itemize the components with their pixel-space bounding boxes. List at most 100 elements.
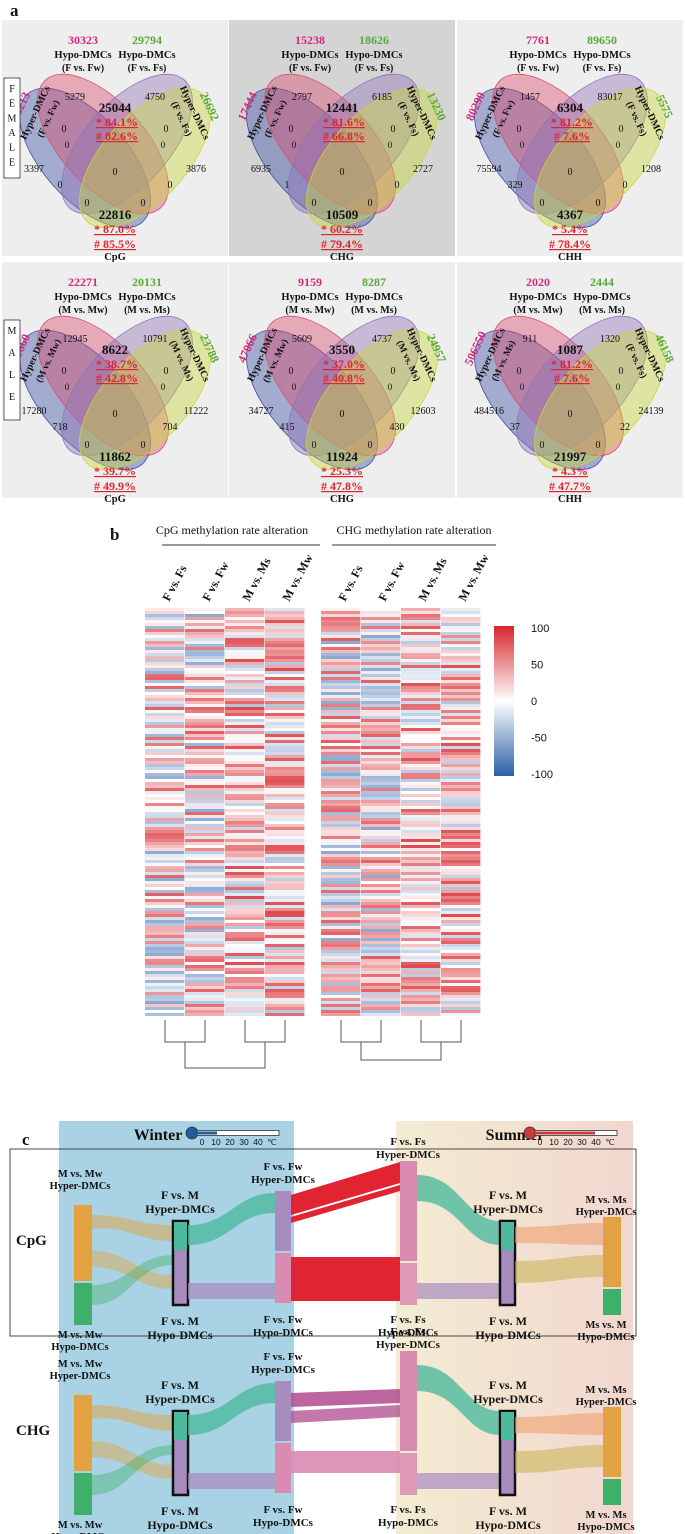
heatmap-cell-row: [401, 737, 441, 740]
hyper-shared-pct1: * 87.0%: [94, 222, 136, 236]
heatmap-cell-row: [321, 983, 361, 986]
heatmap-cell-row: [225, 710, 265, 713]
heatmap-cell-row: [185, 947, 225, 950]
heatmap-cell-row: [441, 665, 481, 668]
heatmap-cell-row: [441, 728, 481, 731]
heatmap-cell-row: [321, 764, 361, 767]
heatmap-cell-row: [185, 854, 225, 857]
heatmap-cell-row: [441, 929, 481, 932]
heatmap-cell-row: [185, 746, 225, 749]
heatmap-cell-row: [361, 767, 401, 770]
heatmap-cell-row: [361, 746, 401, 749]
heatmap-cell-row: [145, 785, 185, 788]
hypo2-ellipse: [516, 73, 648, 215]
heatmap-cell-row: [361, 725, 401, 728]
heatmap-cell-row: [401, 902, 441, 905]
heatmap-cell-row: [225, 908, 265, 911]
heatmap-cell-row: [441, 614, 481, 617]
heatmap-cell-row: [441, 989, 481, 992]
heatmap-cell-row: [145, 860, 185, 863]
hypo2-comparison: (M vs. Ms): [124, 305, 170, 316]
heatmap-cell-row: [145, 686, 185, 689]
heatmap-cell-row: [441, 830, 481, 833]
heatmap-cell-row: [401, 785, 441, 788]
hypo1-total: 2020: [526, 275, 550, 289]
heatmap-cell-row: [225, 704, 265, 707]
heatmap-cell-row: [401, 653, 441, 656]
heatmap-cell-row: [321, 680, 361, 683]
heatmap-cell-row: [145, 656, 185, 659]
heatmap-cell-row: [441, 620, 481, 623]
venn-panel-male-cpg: 22271 20131 Hypo-DMCs Hypo-DMCs (M vs. Mw) (M…: [2, 262, 228, 505]
heatmap-cell-row: [321, 734, 361, 737]
legend-tick: 50: [531, 660, 543, 672]
region-hyper1-only: 34727: [249, 406, 274, 417]
heatmap-cell-row: [401, 635, 441, 638]
heatmap-cell-row: [321, 932, 361, 935]
thermometer-tick: 30: [239, 1137, 249, 1147]
heatmap-column: [265, 608, 305, 1016]
heatmap-cell-row: [401, 887, 441, 890]
heatmap-cell-row: [265, 689, 305, 692]
row-label-letter: E: [9, 392, 15, 403]
hypo-shared-pct1: * 81.2%: [551, 115, 593, 129]
heatmap-cell-row: [441, 968, 481, 971]
heatmap-cell-row: [361, 836, 401, 839]
region-hypo1-hyper2: 0: [168, 180, 173, 191]
hypo1-title: Hypo-DMCs: [54, 50, 111, 61]
heatmap-cell-row: [361, 740, 401, 743]
heatmap-cell-row: [441, 710, 481, 713]
fs-top-label2: Hyper-DMCs: [376, 1339, 440, 1351]
heatmap-cell-row: [441, 788, 481, 791]
heatmap-cell-row: [185, 902, 225, 905]
fs-bottom-label: F vs. Fs: [390, 1314, 426, 1326]
heatmap-cell-row: [185, 683, 225, 686]
flow: [417, 1365, 500, 1435]
fw-top-label2: Hyper-DMCs: [251, 1364, 315, 1376]
heatmap-cell-row: [441, 842, 481, 845]
heatmap-cell-row: [321, 821, 361, 824]
thermometer-tick: 0: [200, 1137, 205, 1147]
heatmap-cell-row: [401, 905, 441, 908]
hypo1-total: 22271: [68, 275, 98, 289]
heatmap-cell-row: [145, 953, 185, 956]
heatmap-cell-row: [265, 617, 305, 620]
heatmap-cell-row: [321, 857, 361, 860]
heatmap-cell-row: [145, 887, 185, 890]
heatmap-cell-row: [361, 854, 401, 857]
heatmap-cell-row: [441, 773, 481, 776]
heatmap-cell-row: [265, 920, 305, 923]
heatmap-cell-row: [185, 944, 225, 947]
heatmap-cell-row: [321, 911, 361, 914]
heatmap-cell-row: [441, 716, 481, 719]
heatmap-cell-row: [225, 737, 265, 740]
heatmap-cell-row: [401, 977, 441, 980]
heatmap-cell-row: [225, 860, 265, 863]
heatmap-cell-row: [225, 668, 265, 671]
region-hyper1-hypo1: 0: [517, 124, 522, 135]
heatmap-cell-row: [145, 644, 185, 647]
panel-c-label: c: [22, 1130, 30, 1149]
hypo-shared-pct2: # 40.8%: [323, 371, 365, 385]
heatmap-cell-row: [185, 692, 225, 695]
heatmap-cell-row: [321, 809, 361, 812]
region-hyper1-only: 75594: [477, 164, 502, 175]
region-hypo1-only: 12945: [63, 334, 88, 345]
heatmap-cell-row: [265, 914, 305, 917]
region-center: 0: [340, 409, 345, 420]
heatmap-cell-row: [185, 728, 225, 731]
heatmap-cell-row: [145, 767, 185, 770]
heatmap-cell-row: [145, 722, 185, 725]
heatmap-cell-row: [185, 656, 225, 659]
hyper-shared-pct2: # 79.4%: [321, 237, 363, 251]
heatmap-cell-row: [401, 668, 441, 671]
bridge-flow: [291, 1405, 400, 1423]
heatmap-cell-row: [185, 704, 225, 707]
heatmap-cell-row: [441, 992, 481, 995]
heatmap-cell-row: [145, 941, 185, 944]
heatmap-cell-row: [185, 623, 225, 626]
heatmap-cell-row: [401, 767, 441, 770]
heatmap-cell-row: [441, 752, 481, 755]
heatmap-cell-row: [441, 821, 481, 824]
heatmap-cell-row: [441, 641, 481, 644]
